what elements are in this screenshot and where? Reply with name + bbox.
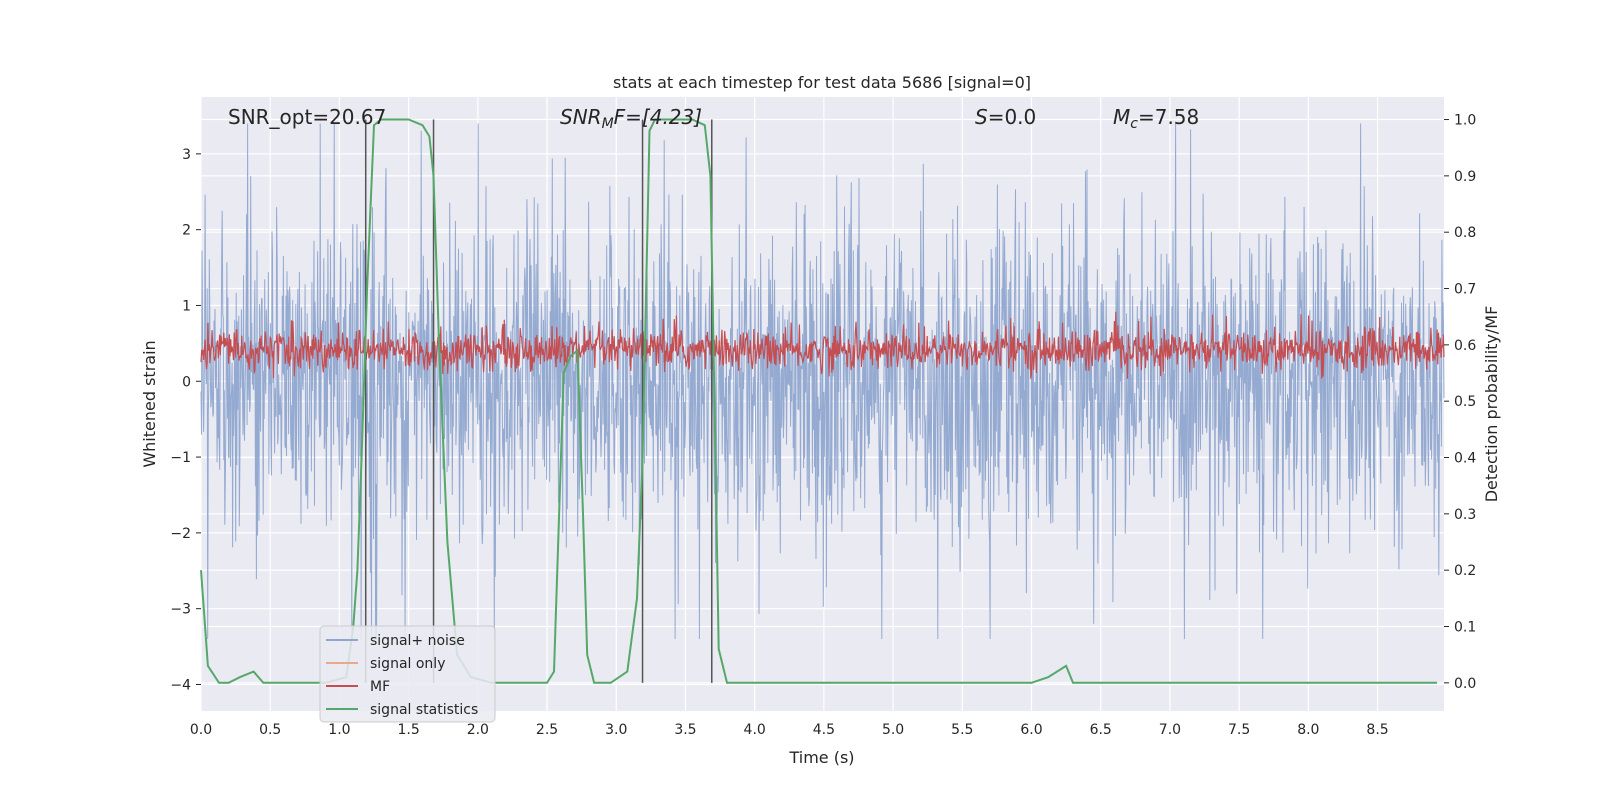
y2-tick-label: 0.5 [1454, 394, 1476, 410]
legend-label-stats: signal statistics [370, 702, 478, 718]
snr-opt-annotation: SNR_opt=20.67 [228, 105, 386, 129]
s-label: S [975, 105, 988, 129]
y2-axis-ticks: 1.0 0.9 0.8 0.7 0.6 0.5 0.4 0.3 0.2 0.1 0.0 [1444, 113, 1476, 692]
x-tick-label: 2.0 [467, 722, 489, 738]
x-tick-label: 7.5 [1228, 722, 1250, 738]
x-tick-label: 3.5 [674, 722, 696, 738]
y2-tick-label: 0.1 [1454, 620, 1476, 636]
y-tick-label: 3 [182, 147, 191, 163]
s-value: =0.0 [988, 105, 1037, 129]
y-tick-label: 0 [182, 374, 191, 390]
s-annotation: S=0.0 [975, 105, 1036, 129]
mc-annotation: Mc=7.58 [1113, 105, 1199, 132]
mf-line [200, 311, 1445, 379]
y-tick-label: −2 [170, 526, 191, 542]
y2-axis-label: Detection probability/MF [1482, 306, 1501, 503]
x-tick-label: 1.0 [328, 722, 350, 738]
y-tick-label: −3 [170, 602, 191, 618]
y2-tick-label: 1.0 [1454, 113, 1476, 129]
x-tick-label: 4.5 [813, 722, 835, 738]
x-axis-ticks: 0.0 0.5 1.0 1.5 2.0 2.5 3.0 3.5 4.0 4.5 5.0 5.5 6.0 6… [190, 722, 1389, 738]
x-tick-label: 0.0 [190, 722, 212, 738]
snr-mf-base: SNR [560, 105, 602, 129]
y2-tick-label: 0.6 [1454, 338, 1476, 354]
x-tick-label: 6.0 [1020, 722, 1042, 738]
y2-tick-label: 0.3 [1454, 507, 1476, 523]
x-tick-label: 8.5 [1366, 722, 1388, 738]
legend-label-noise: signal+ noise [370, 633, 465, 649]
x-tick-label: 0.5 [259, 722, 281, 738]
mf-series [200, 311, 1445, 379]
y-axis-label: Whitened strain [140, 340, 159, 467]
legend-label-mf: MF [370, 679, 390, 695]
y2-tick-label: 0.8 [1454, 225, 1476, 241]
x-tick-label: 1.5 [397, 722, 419, 738]
legend: signal+ noise signal only MF signal stat… [319, 625, 496, 723]
mc-value: =7.58 [1138, 105, 1199, 129]
y2-tick-label: 0.4 [1454, 451, 1476, 467]
y-tick-label: 2 [182, 223, 191, 239]
x-tick-label: 6.5 [1090, 722, 1112, 738]
mc-base: M [1113, 105, 1130, 129]
x-tick-label: 5.5 [951, 722, 973, 738]
mc-sub: c [1130, 116, 1138, 132]
legend-label-signal: signal only [370, 656, 445, 672]
x-tick-label: 8.0 [1297, 722, 1319, 738]
y2-tick-label: 0.2 [1454, 563, 1476, 579]
x-tick-label: 7.0 [1159, 722, 1181, 738]
snr-mf-annotation: SNRMF=[4.23] [560, 105, 702, 132]
chart-title: stats at each timestep for test data 568… [613, 73, 1031, 92]
snr-mf-sub: M [602, 116, 614, 132]
y-axis-ticks: 3 2 1 0 −1 −2 −3 −4 [170, 147, 201, 693]
x-tick-label: 4.0 [744, 722, 766, 738]
y2-tick-label: 0.0 [1454, 676, 1476, 692]
x-axis-label: Time (s) [788, 748, 854, 767]
snr-mf-rest: F=[4.23] [614, 105, 702, 129]
y-tick-label: −1 [170, 450, 191, 466]
x-tick-label: 5.0 [882, 722, 904, 738]
y-tick-label: 1 [182, 298, 191, 314]
x-tick-label: 2.5 [536, 722, 558, 738]
y2-tick-label: 0.7 [1454, 282, 1476, 298]
legend-box [319, 625, 496, 723]
y2-tick-label: 0.9 [1454, 169, 1476, 185]
y-tick-label: −4 [170, 677, 191, 693]
x-tick-label: 3.0 [605, 722, 627, 738]
